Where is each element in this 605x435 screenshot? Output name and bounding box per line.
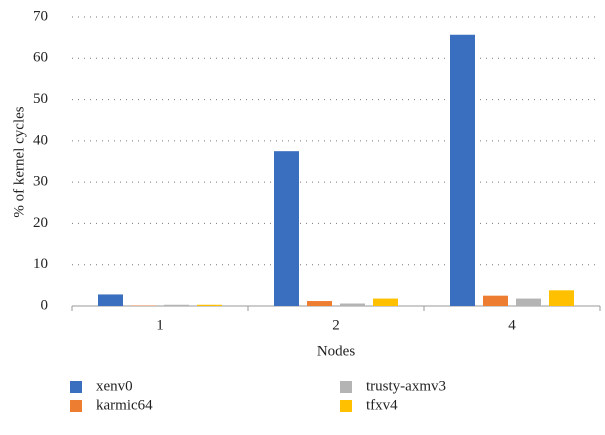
bar bbox=[307, 301, 332, 306]
legend-swatch bbox=[340, 400, 352, 412]
y-tick-label: 30 bbox=[33, 174, 48, 190]
x-tick-label: 4 bbox=[508, 317, 516, 333]
bar bbox=[197, 305, 222, 306]
y-tick-label: 50 bbox=[33, 91, 48, 107]
x-axis-label: Nodes bbox=[317, 343, 355, 359]
legend-label: xenv0 bbox=[96, 378, 133, 394]
bar bbox=[450, 35, 475, 306]
y-tick-label: 70 bbox=[33, 8, 48, 24]
y-axis-label: % of kernel cycles bbox=[11, 106, 27, 217]
legend-label: tfxv4 bbox=[366, 397, 398, 413]
bar bbox=[340, 304, 365, 306]
x-tick-label: 2 bbox=[332, 317, 340, 333]
legend-swatch bbox=[70, 381, 82, 393]
bar bbox=[98, 294, 123, 306]
bar bbox=[483, 296, 508, 306]
bar bbox=[274, 151, 299, 306]
y-tick-label: 20 bbox=[33, 215, 48, 231]
bar bbox=[516, 299, 541, 306]
legend-label: karmic64 bbox=[96, 397, 153, 413]
y-tick-label: 40 bbox=[33, 132, 48, 148]
legend-swatch bbox=[70, 400, 82, 412]
legend-label: trusty-axmv3 bbox=[366, 378, 446, 394]
legend-swatch bbox=[340, 381, 352, 393]
bar bbox=[164, 305, 189, 306]
y-tick-label: 60 bbox=[33, 50, 48, 66]
x-tick-label: 1 bbox=[156, 317, 164, 333]
bar bbox=[549, 290, 574, 306]
y-tick-label: 0 bbox=[41, 297, 49, 313]
y-tick-label: 10 bbox=[33, 256, 48, 272]
bar bbox=[373, 299, 398, 306]
